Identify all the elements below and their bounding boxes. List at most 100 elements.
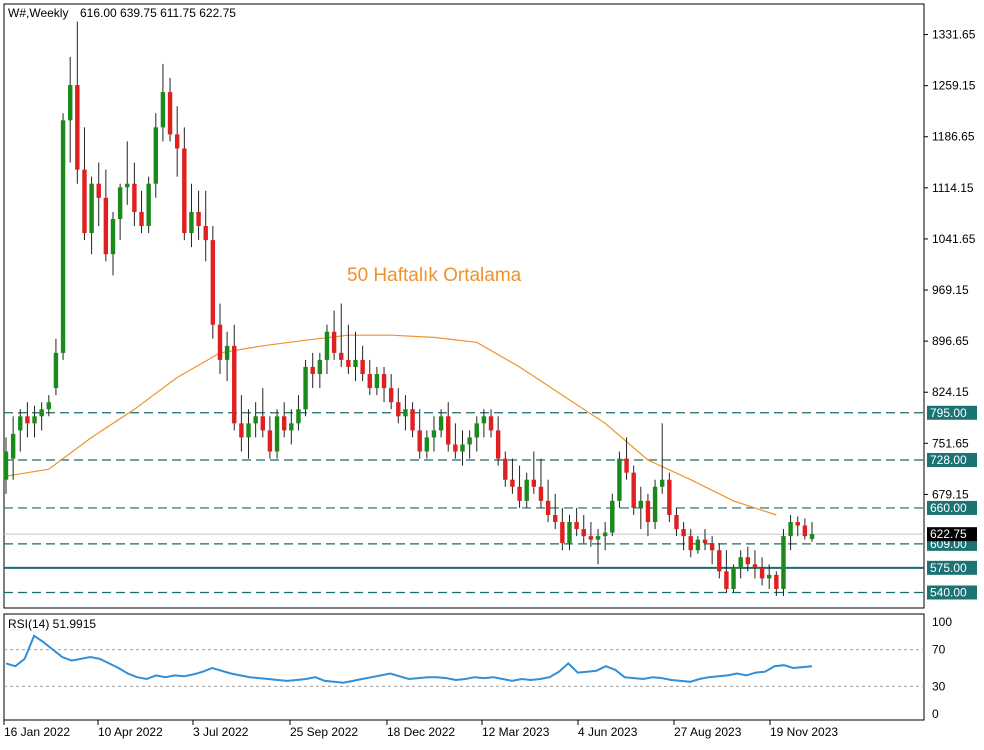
- candle-body: [18, 416, 23, 431]
- candle-body: [424, 437, 430, 452]
- candle-body: [781, 536, 786, 589]
- candle-body: [503, 458, 508, 480]
- level-tag-bg-540.00: [927, 585, 977, 600]
- candle-body: [660, 479, 665, 487]
- candle-body: [610, 500, 615, 533]
- axis-labels: 795.00728.00660.00609.00575.00540.00622.…: [3, 28, 977, 739]
- candle-body: [303, 366, 308, 410]
- candle-body: [702, 539, 708, 544]
- candle-body: [417, 430, 422, 452]
- candle-body: [624, 458, 629, 473]
- candle-body: [324, 331, 330, 360]
- candle-body: [446, 416, 451, 445]
- candle-body: [774, 574, 779, 589]
- ma-annotation: 50 Haftalık Ortalama: [347, 265, 522, 286]
- y-tick-label: 1186.65: [932, 130, 975, 144]
- candle-body: [602, 532, 608, 537]
- candle-body: [339, 352, 344, 360]
- candle-body: [381, 374, 387, 389]
- candle-body: [531, 479, 537, 487]
- candle-body: [617, 458, 622, 501]
- candle-body: [809, 533, 815, 539]
- last-price-tag-bg: [927, 527, 977, 542]
- candle-body: [310, 366, 315, 375]
- x-tick-label: 4 Jun 2023: [578, 725, 638, 739]
- candle-body: [581, 529, 586, 537]
- level-tag-575.00: 575.00: [930, 561, 967, 575]
- candle-body: [460, 444, 465, 452]
- candle-body: [517, 486, 522, 501]
- rsi-layer: [4, 634, 924, 687]
- candle-body: [574, 522, 579, 530]
- candle-body: [75, 85, 80, 170]
- candle-body: [60, 120, 66, 353]
- candle-body: [96, 183, 101, 198]
- level-lines: [4, 412, 924, 594]
- candle-body: [367, 374, 372, 389]
- level-tag-bg-795.00: [927, 405, 977, 420]
- candle-body: [353, 359, 358, 367]
- rsi-y-tick-label: 0: [932, 707, 939, 721]
- rsi-line: [5, 634, 813, 684]
- x-tick-label: 27 Aug 2023: [674, 725, 742, 739]
- rsi-y-tick-label: 70: [932, 643, 946, 657]
- level-tag-540.00: 540.00: [930, 585, 967, 599]
- candle-body: [645, 500, 651, 523]
- candle-body: [167, 92, 173, 135]
- candle-body: [139, 211, 144, 227]
- x-tick-label: 10 Apr 2022: [98, 725, 163, 739]
- candle-body: [431, 430, 437, 438]
- candle-body: [674, 514, 679, 530]
- candle-body: [438, 416, 444, 431]
- candle-body: [510, 479, 515, 487]
- candle-body: [802, 525, 808, 537]
- level-tag-660.00: 660.00: [930, 501, 967, 515]
- candle-body: [595, 536, 601, 540]
- x-tick-label: 12 Mar 2023: [482, 725, 550, 739]
- candle-body: [117, 187, 123, 219]
- candle-body: [538, 486, 544, 501]
- candle-body: [709, 543, 715, 551]
- candle-body: [32, 416, 37, 424]
- candle-body: [196, 211, 201, 227]
- x-tick-label: 25 Sep 2022: [290, 725, 358, 739]
- candle-body: [374, 374, 380, 389]
- candle-body: [317, 359, 323, 375]
- symbol-header: W#,Weekly: [8, 6, 68, 20]
- candle-body: [89, 183, 94, 234]
- candle-body: [681, 529, 686, 537]
- candle-body: [174, 134, 180, 149]
- candle-body: [481, 416, 487, 424]
- candle-body: [132, 183, 137, 212]
- rsi-y-tick-label: 30: [932, 679, 946, 693]
- candle-body: [467, 437, 472, 445]
- x-tick-label: 18 Dec 2022: [387, 725, 455, 739]
- candle-body: [224, 345, 230, 360]
- candle-body: [246, 423, 251, 438]
- candle-body: [210, 240, 216, 325]
- y-tick-label: 1331.65: [932, 28, 976, 42]
- candle-body: [125, 183, 130, 188]
- candle-body: [667, 479, 672, 515]
- candle-body: [189, 211, 194, 234]
- candle-body: [10, 433, 16, 459]
- candle-body: [474, 423, 479, 438]
- candle-body: [453, 444, 458, 452]
- candle-body: [759, 567, 765, 579]
- rsi-pane-frame: [3, 613, 925, 721]
- ma50-line: [5, 334, 777, 516]
- candle-body: [296, 409, 301, 424]
- candle-body: [203, 226, 208, 241]
- candle-body: [738, 557, 743, 568]
- candle-body: [560, 522, 565, 544]
- y-tick-label: 896.65: [932, 334, 969, 348]
- ohlc-header: 616.00 639.75 611.75 622.75: [80, 6, 236, 20]
- candle-body: [289, 423, 294, 431]
- x-tick-label: 19 Nov 2023: [770, 725, 838, 739]
- y-tick-label: 969.15: [932, 283, 969, 297]
- y-tick-label: 1259.15: [932, 79, 976, 93]
- candle-body: [588, 536, 594, 540]
- candle-body: [260, 416, 265, 431]
